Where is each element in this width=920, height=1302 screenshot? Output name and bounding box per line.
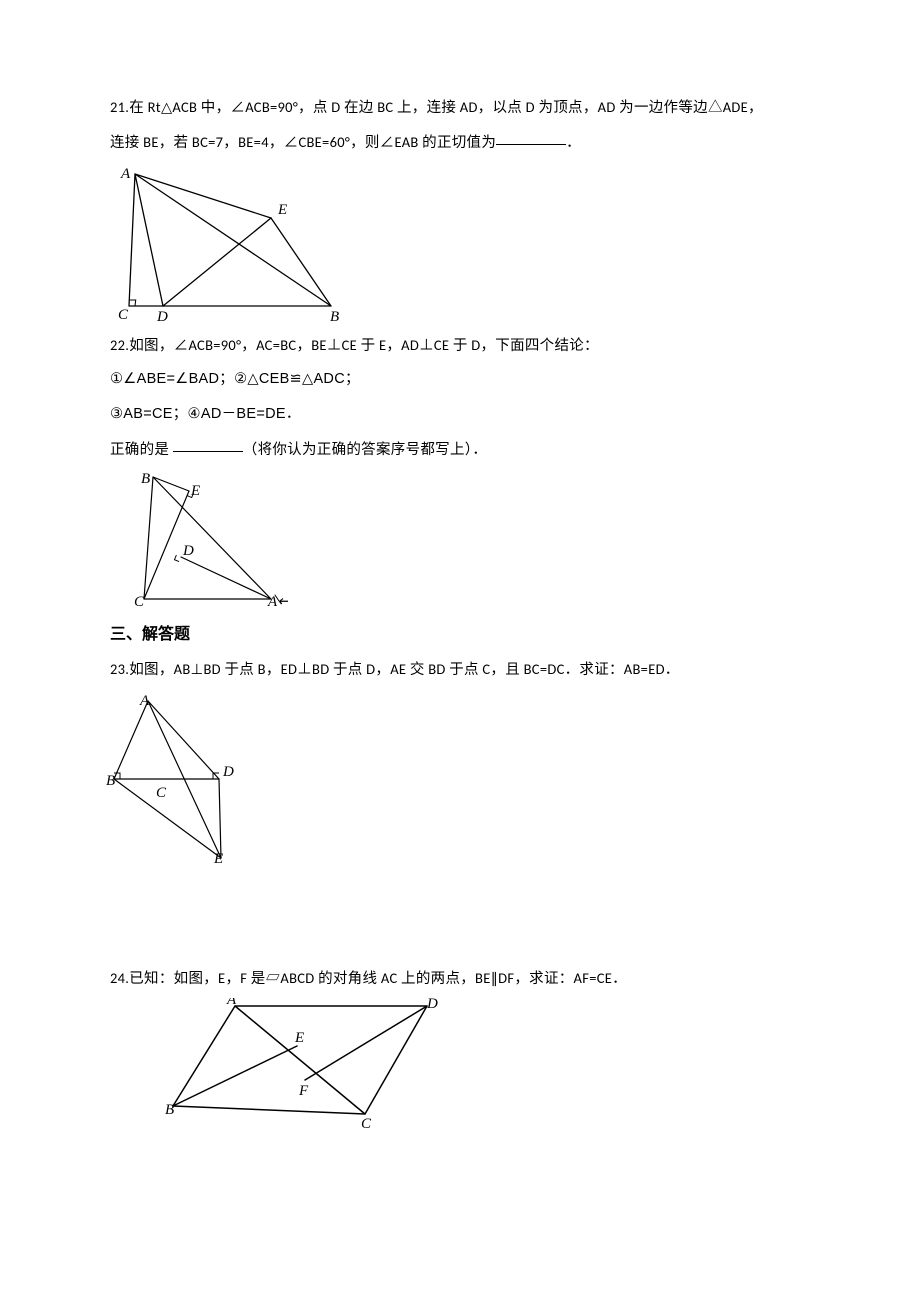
q21-line2-post: ． (566, 133, 581, 151)
svg-text:D: D (222, 764, 234, 780)
section-3-heading: 三、解答题 (110, 617, 825, 652)
svg-text:A↩: A↩ (267, 594, 288, 610)
q22-line4: 正确的是 （将你认为正确的答案序号都写上）． (110, 432, 825, 467)
svg-text:F: F (298, 1083, 309, 1099)
q23-figure: A B C D E (106, 693, 825, 865)
q21-svg: A C D B E (118, 166, 348, 322)
svg-text:C: C (118, 307, 129, 322)
q21-line2-pre: 连接 BE，若 BC=7，BE=4，∠CBE=60°，则∠EAB 的正切值为 (110, 133, 496, 151)
q21-line1: 21.在 Rt△ACB 中，∠ACB=90°，点 D 在边 BC 上，连接 AD… (110, 90, 825, 125)
svg-text:E: E (277, 202, 287, 218)
q21-figure: A C D B E (118, 166, 825, 322)
svg-text:E: E (294, 1030, 304, 1046)
q24-svg: A D B C E F (165, 998, 440, 1128)
svg-text:D: D (182, 543, 194, 559)
svg-text:A: A (139, 693, 150, 709)
q22-svg: B C A↩ E D (128, 473, 288, 611)
q22-line3: ③AB=CE；④AD－BE=DE． (110, 397, 825, 432)
q22-line2: ①∠ABE=∠BAD；②△CEB≌△ADC； (110, 362, 825, 397)
q21-line2: 连接 BE，若 BC=7，BE=4，∠CBE=60°，则∠EAB 的正切值为 ． (110, 125, 825, 160)
q21-blank (496, 130, 566, 145)
gap (110, 871, 825, 961)
svg-text:D: D (426, 998, 438, 1012)
svg-text:C: C (156, 785, 167, 801)
svg-text:C: C (361, 1116, 372, 1128)
svg-text:D: D (156, 309, 168, 322)
svg-text:B: B (106, 773, 115, 789)
svg-text:B: B (330, 309, 339, 322)
q24-figure: A D B C E F (165, 998, 825, 1128)
q22-figure: B C A↩ E D (128, 473, 825, 611)
svg-text:E: E (190, 483, 200, 499)
svg-text:C: C (134, 594, 145, 610)
q22-line4-pre: 正确的是 (110, 440, 173, 458)
svg-text:A: A (120, 166, 131, 182)
svg-text:B: B (141, 473, 150, 487)
q22-line4-post: （将你认为正确的答案序号都写上）． (243, 440, 487, 458)
svg-text:E: E (213, 851, 223, 865)
q22-blank (173, 437, 243, 452)
q24-line1: 24.已知：如图，E，F 是▱ABCD 的对角线 AC 上的两点，BE∥DF，求… (110, 961, 825, 996)
q23-svg: A B C D E (106, 693, 256, 865)
svg-text:B: B (165, 1102, 174, 1118)
q22-line1: 22.如图，∠ACB=90°，AC=BC，BE⊥CE 于 E，AD⊥CE 于 D… (110, 328, 825, 363)
svg-text:A: A (226, 998, 237, 1008)
q23-line1: 23.如图，AB⊥BD 于点 B，ED⊥BD 于点 D，AE 交 BD 于点 C… (110, 652, 825, 687)
